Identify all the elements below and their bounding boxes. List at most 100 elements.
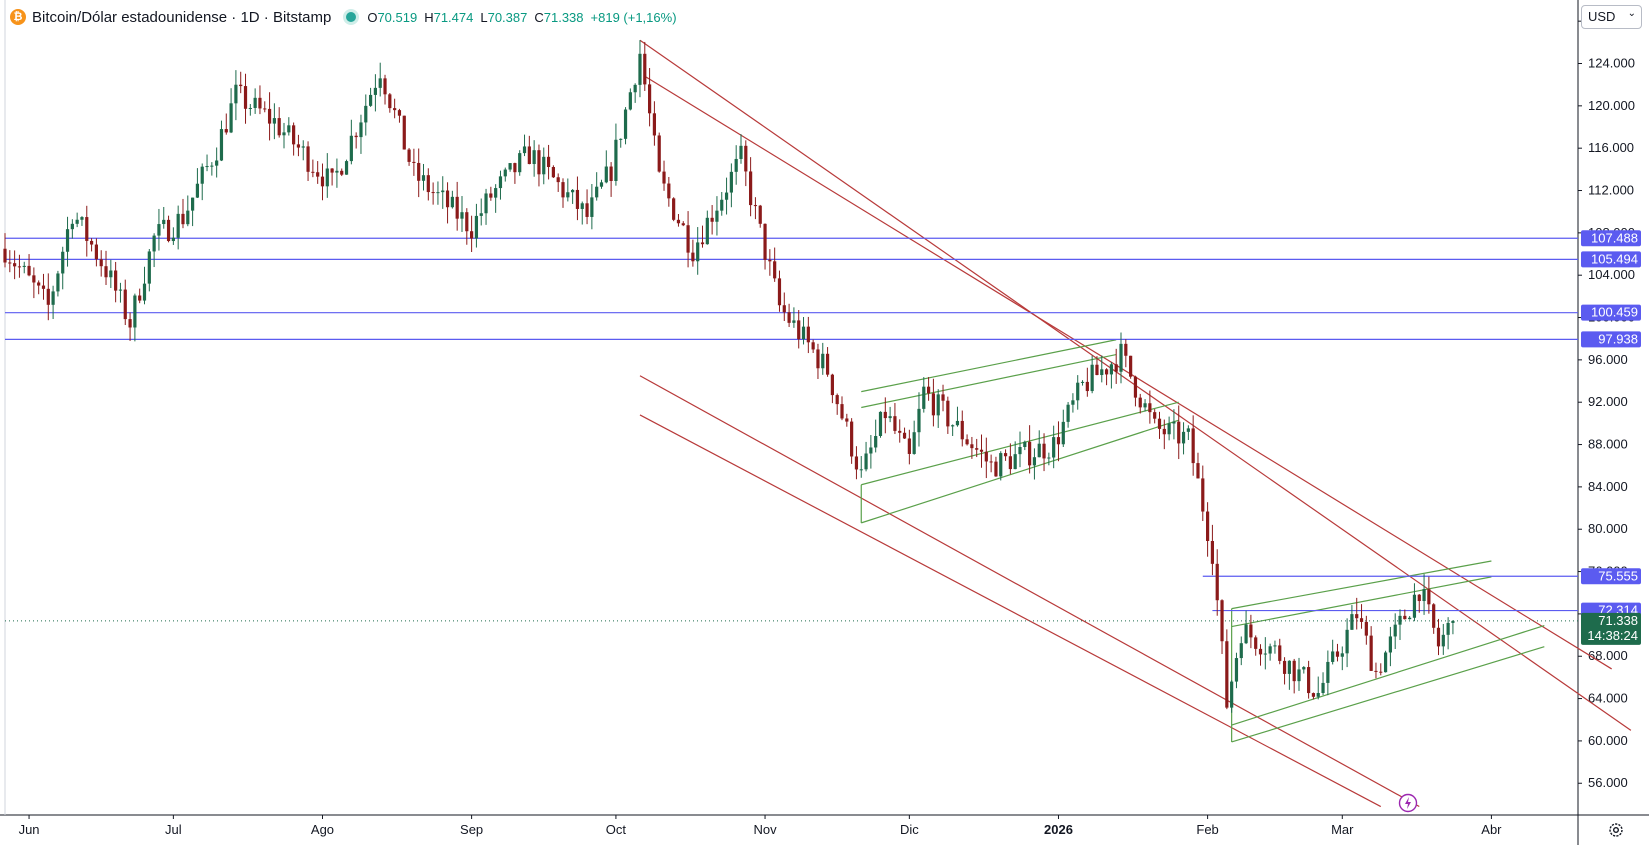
candle-body: [994, 461, 998, 477]
candle-body: [1032, 457, 1037, 466]
x-tick-label: Mar: [1331, 822, 1354, 837]
y-tick-label: 88.000: [1588, 437, 1628, 452]
candle-body: [1427, 589, 1431, 605]
candle-body: [575, 189, 580, 209]
candle-body: [474, 215, 479, 239]
candle-body: [1278, 645, 1282, 661]
candle-body: [1047, 457, 1051, 459]
candle-body: [999, 453, 1003, 477]
candle-body: [46, 288, 50, 305]
candle-body: [643, 53, 647, 85]
candle-body: [1316, 693, 1320, 697]
candle-body: [912, 432, 916, 454]
candle-body: [1408, 617, 1412, 620]
candle-body: [830, 374, 834, 396]
candle-body: [917, 408, 921, 433]
green-channel-line[interactable]: [1231, 624, 1545, 726]
candle-body: [1364, 621, 1368, 636]
candle-body: [845, 418, 849, 422]
candle-body: [1129, 355, 1133, 377]
candle-body: [1162, 428, 1166, 435]
y-tick-label: 116.000: [1588, 140, 1634, 155]
candle-body: [835, 395, 839, 405]
symbol-title[interactable]: Bitcoin/Dólar estadounidense · 1D · Bits…: [32, 8, 332, 26]
red-channel-line[interactable]: [639, 414, 1382, 808]
candle-body: [902, 432, 907, 439]
candle-body: [412, 161, 416, 163]
candle-body: [1451, 620, 1455, 623]
candle-body: [1201, 478, 1205, 512]
candle-body: [1013, 454, 1017, 470]
candle-body: [181, 213, 185, 225]
candle-body: [614, 139, 618, 181]
candle-body: [344, 161, 349, 175]
candle-body: [936, 394, 940, 416]
candle-body: [777, 278, 782, 306]
candle-body: [1287, 660, 1291, 674]
candle-body: [951, 425, 955, 427]
candle-body: [1153, 412, 1157, 419]
x-tick-label: Sep: [460, 822, 483, 837]
candle-body: [1244, 624, 1248, 644]
candle-body: [311, 171, 315, 173]
candle-body: [710, 217, 714, 222]
currency-select[interactable]: USD ⌄: [1581, 5, 1642, 29]
red-channel-line[interactable]: [644, 75, 1612, 670]
candle-body: [498, 176, 503, 189]
candle-body: [1196, 463, 1200, 479]
candle-body: [979, 449, 984, 452]
candle-body: [1177, 421, 1181, 444]
candles-layer: [3, 40, 1455, 713]
candle-body: [1383, 652, 1388, 673]
candle-body: [258, 97, 262, 109]
x-tick-label: Ago: [311, 822, 334, 837]
candle-body: [89, 240, 94, 245]
gear-icon[interactable]: [1606, 820, 1626, 840]
candle-body: [1080, 381, 1085, 383]
candle-body: [320, 176, 325, 187]
lightning-icon[interactable]: [1398, 793, 1418, 813]
candle-body: [186, 210, 190, 225]
price-badges: 107.488105.494100.45997.93875.55572.3147…: [1581, 230, 1641, 645]
candle-body: [773, 261, 777, 279]
candle-body: [715, 210, 719, 222]
green-channel-line[interactable]: [861, 339, 1117, 393]
candle-body: [436, 192, 440, 194]
candle-body: [883, 411, 887, 419]
candle-body: [248, 107, 252, 109]
chevron-down-icon: ⌄: [1627, 8, 1636, 19]
green-channel-line[interactable]: [861, 353, 1117, 409]
green-channel-line[interactable]: [1231, 576, 1492, 628]
candle-body: [532, 150, 536, 165]
candle-body: [1124, 343, 1128, 356]
y-tick-label: 60.000: [1588, 733, 1628, 748]
market-status-icon[interactable]: [343, 9, 360, 25]
candle-body: [1085, 381, 1089, 392]
red-channel-line[interactable]: [639, 375, 1420, 808]
candle-body: [1258, 648, 1263, 655]
candle-body: [878, 411, 883, 436]
green-channel-line[interactable]: [1231, 646, 1545, 743]
y-tick-label: 92.000: [1588, 394, 1628, 409]
candle-body: [292, 125, 296, 145]
candle-body: [753, 205, 758, 207]
candle-body: [604, 166, 608, 183]
candle-body: [330, 168, 334, 173]
candle-body: [176, 213, 180, 238]
candle-body: [243, 86, 248, 109]
candle-body: [162, 219, 166, 225]
green-channel-line[interactable]: [861, 419, 1179, 524]
green-channel-line[interactable]: [1231, 560, 1492, 610]
candle-body: [840, 404, 844, 419]
candle-body: [667, 183, 671, 199]
candle-body: [854, 456, 859, 470]
candle-body: [421, 175, 426, 181]
candle-body: [22, 265, 26, 267]
candle-body: [166, 219, 171, 242]
candle-body: [152, 235, 156, 252]
candle-body: [426, 175, 430, 193]
candle-body: [1422, 589, 1426, 602]
candle-body: [1417, 594, 1421, 602]
candle-body: [1008, 456, 1012, 470]
